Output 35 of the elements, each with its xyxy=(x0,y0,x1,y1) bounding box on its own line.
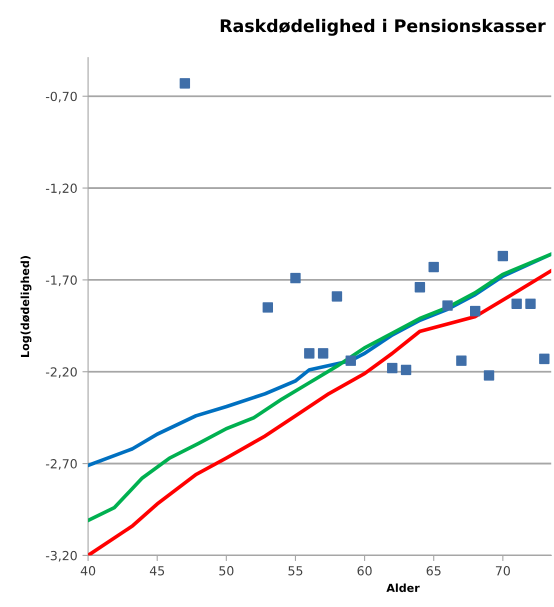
point xyxy=(484,370,494,381)
y-axis-title: Log(dødelighed) xyxy=(20,256,32,357)
y-tick-label: -3,20 xyxy=(46,550,77,562)
point xyxy=(414,282,426,292)
point xyxy=(525,298,536,309)
y-tick-label: -1,20 xyxy=(46,184,77,194)
y-tick-label: -0,70 xyxy=(46,92,77,102)
x-tick-label: 55 xyxy=(288,566,302,576)
x-tick-label: 70 xyxy=(496,566,510,576)
point xyxy=(304,348,314,359)
point xyxy=(318,348,328,359)
x-axis-title: Alder xyxy=(386,583,420,592)
point xyxy=(400,364,412,376)
point xyxy=(180,78,190,89)
x-tick-label: 60 xyxy=(358,566,372,576)
point xyxy=(428,262,439,272)
point xyxy=(511,298,522,309)
point xyxy=(498,250,508,262)
y-tick-label: -2,20 xyxy=(46,367,77,378)
x-tick-label: 40 xyxy=(80,566,96,576)
x-tick-label: 45 xyxy=(150,566,164,576)
point xyxy=(442,300,453,311)
chart-title: Raskdødelighed i Pensionskasser xyxy=(220,18,546,36)
point xyxy=(346,356,356,366)
x-tick-label: 50 xyxy=(219,566,234,576)
point xyxy=(387,362,398,374)
y-tick-label: -2,70 xyxy=(46,459,77,470)
point xyxy=(262,302,274,313)
point xyxy=(332,291,342,302)
x-tick-label: 65 xyxy=(426,566,441,576)
point xyxy=(456,356,467,366)
y-tick-label: -1,70 xyxy=(46,275,77,286)
point xyxy=(470,306,480,316)
point xyxy=(290,272,301,284)
point xyxy=(539,354,550,364)
